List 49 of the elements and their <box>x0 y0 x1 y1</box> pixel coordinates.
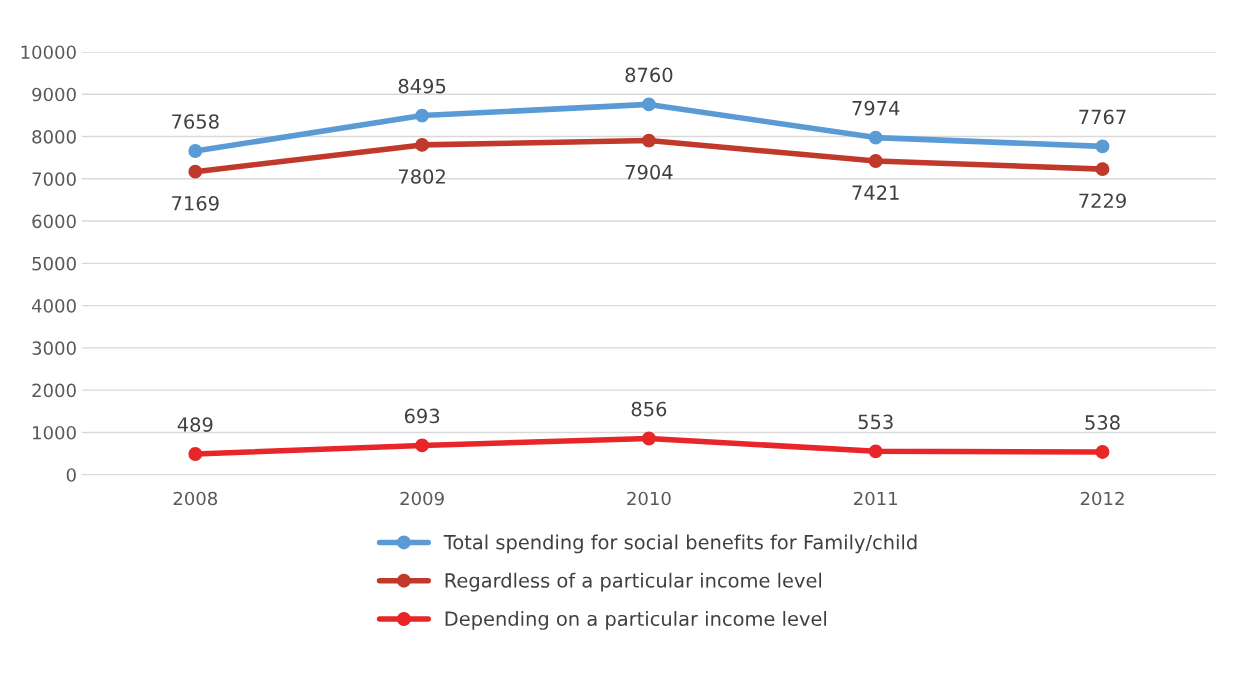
point <box>868 154 883 168</box>
point <box>188 144 203 158</box>
point <box>415 438 430 453</box>
point <box>1095 162 1110 177</box>
x-tick-label: 2008 <box>173 491 218 506</box>
data-label: 7974 <box>852 100 900 116</box>
point <box>415 137 430 152</box>
y-tick-label: 4000 <box>31 299 76 313</box>
y-tick-label: 7000 <box>32 172 76 186</box>
y-tick-label: 10000 <box>21 45 76 60</box>
x-tick-label: 2010 <box>627 491 671 506</box>
y-tick-label: 0 <box>66 468 76 482</box>
x-tick-label: 2009 <box>400 491 444 506</box>
data-label: 7767 <box>1079 109 1126 125</box>
data-label: 8760 <box>625 67 673 83</box>
point <box>868 130 883 145</box>
data-label: 553 <box>858 414 893 430</box>
y-tick-label: 9000 <box>32 87 76 102</box>
y-tick-label: 1000 <box>33 425 76 440</box>
legend-label: Depending on a particular income level <box>445 611 827 630</box>
legend-label: Regardless of a particular income level <box>445 572 822 592</box>
point <box>641 133 656 148</box>
point <box>188 164 203 179</box>
point <box>641 97 656 112</box>
point <box>1095 445 1110 459</box>
y-tick-label: 2000 <box>32 383 76 398</box>
legend-label: Total spending for social benefits for Family/child <box>443 534 917 554</box>
data-label: 693 <box>404 408 440 424</box>
y-tick-label: 3000 <box>32 341 76 355</box>
data-label: 7421 <box>852 185 899 200</box>
y-tick-label: 6000 <box>32 214 76 229</box>
data-label: 538 <box>1085 415 1120 430</box>
y-tick-label: 8000 <box>32 129 76 144</box>
point <box>415 108 430 123</box>
point <box>1095 139 1110 154</box>
data-label: 7802 <box>398 169 445 184</box>
data-label: 8495 <box>398 78 446 94</box>
data-label: 7904 <box>625 164 673 180</box>
data-label: 7229 <box>1079 193 1126 209</box>
point <box>188 447 203 461</box>
y-tick-label: 5000 <box>32 256 76 271</box>
data-label: 856 <box>631 401 667 417</box>
point <box>641 431 656 446</box>
data-label: 7169 <box>172 195 219 211</box>
point <box>868 444 883 459</box>
x-tick-label: 2011 <box>854 491 898 506</box>
data-label: 489 <box>177 417 213 432</box>
data-label: 7658 <box>172 114 219 129</box>
x-tick-label: 2012 <box>1080 491 1124 506</box>
